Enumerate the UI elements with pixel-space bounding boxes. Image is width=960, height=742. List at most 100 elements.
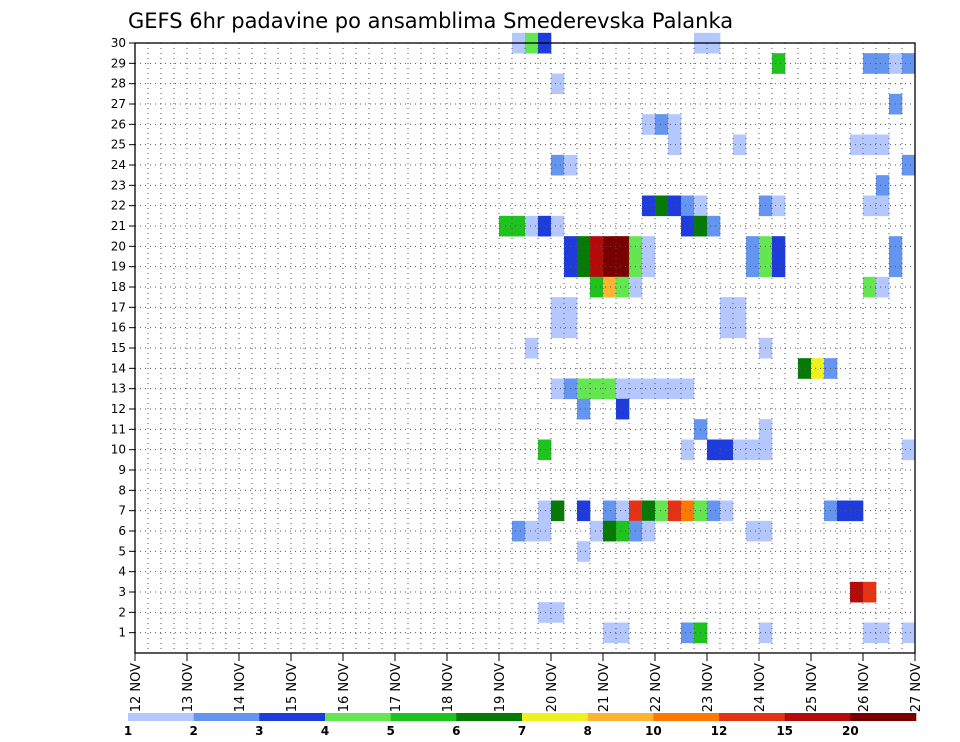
heatmap-cell — [902, 154, 916, 176]
x-tick-label: 12 NOV — [129, 663, 144, 712]
heatmap-cell — [668, 114, 682, 135]
heatmap-cell — [837, 500, 851, 522]
heatmap-cell — [538, 602, 552, 623]
legend-label: 20 — [842, 724, 859, 738]
heatmap-cell — [616, 520, 630, 542]
x-tick-label: 23 NOV — [701, 663, 716, 712]
y-tick-label: 16 — [111, 321, 126, 335]
heatmap-cell — [863, 276, 877, 298]
heatmap-cell — [876, 53, 890, 74]
heatmap-cell — [681, 378, 695, 400]
heatmap-cell — [798, 358, 812, 379]
legend-swatch — [719, 713, 785, 721]
y-tick-label: 12 — [111, 402, 126, 416]
heatmap-cell — [863, 53, 877, 74]
heatmap-cell — [681, 195, 695, 217]
heatmap-cell — [720, 317, 734, 339]
heatmap-cell — [551, 500, 565, 522]
x-tick-label: 15 NOV — [285, 663, 300, 712]
heatmap-cell — [746, 256, 760, 278]
heatmap-cell — [720, 439, 734, 461]
y-axis-ticks: 1234567891011121314151617181920212223242… — [111, 36, 135, 640]
y-tick-label: 30 — [111, 36, 126, 50]
heatmap-cell — [655, 195, 669, 217]
heatmap-cell — [876, 134, 890, 156]
x-tick-label: 25 NOV — [805, 663, 820, 712]
y-tick-label: 1 — [118, 626, 126, 640]
heatmap-cell — [772, 236, 786, 257]
heatmap-cell — [590, 236, 604, 257]
heatmap-cell — [577, 378, 591, 400]
legend-swatch — [850, 713, 917, 721]
x-tick-label: 13 NOV — [181, 663, 196, 712]
heatmap-cell — [577, 541, 591, 562]
heatmap-cell — [733, 134, 747, 156]
legend-swatch — [522, 713, 588, 721]
y-tick-label: 18 — [111, 280, 126, 294]
legend-swatch — [325, 713, 391, 721]
y-tick-label: 26 — [111, 117, 126, 131]
legend-swatch — [193, 713, 260, 721]
heatmap-cell — [590, 378, 604, 400]
legend-swatch — [390, 713, 457, 721]
heatmap-cell — [876, 622, 890, 644]
y-tick-label: 29 — [111, 56, 126, 70]
heatmap-cell — [681, 439, 695, 461]
x-tick-label: 14 NOV — [233, 663, 248, 712]
heatmap-cell — [590, 256, 604, 278]
x-tick-label: 18 NOV — [441, 663, 456, 712]
heatmap-cell — [590, 520, 604, 542]
grid-lines — [135, 42, 915, 653]
heatmap-cell — [551, 215, 565, 237]
heatmap-cell — [616, 398, 630, 420]
heatmap-cell — [616, 236, 630, 257]
x-axis-ticks: 12 NOV 13 NOV 14 NOV 15 NOV 16 NOV 17 NOV 18 N… — [129, 653, 924, 712]
y-tick-label: 13 — [111, 382, 126, 396]
heatmap-cell — [642, 195, 656, 217]
heatmap-cell — [642, 378, 656, 400]
y-tick-label: 22 — [111, 199, 126, 213]
heatmap-cell — [902, 439, 916, 461]
heatmap-cell — [603, 500, 617, 522]
heatmap-cell — [603, 622, 617, 644]
heatmap-cell — [603, 236, 617, 257]
heatmap-cell — [876, 195, 890, 217]
heatmap-cell — [668, 500, 682, 522]
heatmap-cell — [863, 134, 877, 156]
heatmap-cell — [525, 337, 539, 359]
heatmap-cell — [876, 175, 890, 196]
heatmap-cells — [499, 32, 916, 644]
y-tick-label: 25 — [111, 138, 126, 152]
heatmap-cell — [902, 53, 916, 74]
heatmap-cell — [551, 317, 565, 339]
legend-swatch — [259, 713, 326, 721]
heatmap-cell — [681, 622, 695, 644]
x-tick-label: 19 NOV — [493, 663, 508, 712]
heatmap-cell — [863, 622, 877, 644]
heatmap-cell — [707, 500, 721, 522]
legend-label: 1 — [124, 724, 132, 738]
heatmap-cell — [707, 439, 721, 461]
heatmap-cell — [850, 581, 864, 603]
heatmap-cell — [863, 195, 877, 217]
heatmap-cell — [642, 256, 656, 278]
x-tick-label: 20 NOV — [545, 663, 560, 712]
y-tick-label: 20 — [111, 239, 126, 253]
y-tick-label: 9 — [118, 463, 126, 477]
y-tick-label: 15 — [111, 341, 126, 355]
y-tick-label: 5 — [118, 544, 126, 558]
y-tick-label: 11 — [111, 422, 126, 436]
heatmap-cell — [720, 500, 734, 522]
heatmap-cell — [642, 500, 656, 522]
legend-swatch — [456, 713, 523, 721]
heatmap-cell — [655, 114, 669, 135]
heatmap-cell — [733, 439, 747, 461]
heatmap-cell — [551, 154, 565, 176]
y-tick-label: 4 — [118, 565, 126, 579]
heatmap-cell — [707, 215, 721, 237]
legend-label: 4 — [321, 724, 329, 738]
heatmap-cell — [590, 276, 604, 298]
x-tick-label: 17 NOV — [389, 663, 404, 712]
heatmap-cell — [733, 317, 747, 339]
y-tick-label: 6 — [118, 524, 126, 538]
